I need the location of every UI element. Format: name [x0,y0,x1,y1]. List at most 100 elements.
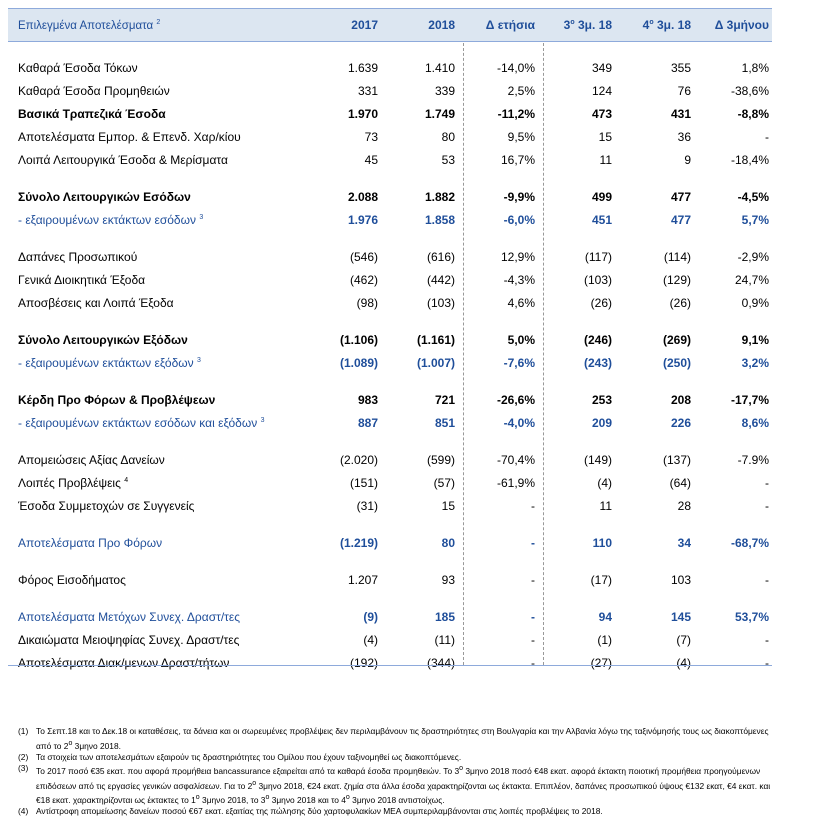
cell-value: - [765,129,769,144]
cell-value: - [765,632,769,647]
column-header: Δ 3μήνου [714,18,769,32]
row-label-cell: Αποτελέσματα Διακ/μενων Δραστ/τήτων [8,656,310,670]
cell-value: 16,7% [500,152,535,167]
footnote-superscript: ο [252,779,257,787]
footnote: (2) Τα στοιχεία των αποτελεσμάτων εξαιρού… [18,752,778,764]
cell-value: 5,0% [507,332,535,347]
cell-value: 15 [441,498,455,513]
cell-value: 339 [434,83,455,98]
cell-value: 94 [598,609,612,624]
cell-value: 53 [441,152,455,167]
cell-value: 349 [591,60,612,75]
cell-value: 473 [591,106,612,121]
cell-value: 431 [670,106,691,121]
table-row: Γενικά Διοικητικά Έξοδα (462) (442) -4,3% (1… [8,268,772,291]
table-section: Δαπάνες Προσωπικού (546) (616) 12,9% (117) (1… [8,245,772,314]
row-label-cell: - εξαιρουμένων εκτάκτων εσόδων και εξόδω… [8,416,310,430]
cell-value: -11,2% [497,106,535,121]
row-label: - εξαιρουμένων εκτάκτων εξόδων [18,355,194,370]
footnote-text-part: 3μηνο 2018, το 3 [199,794,266,805]
table-section: Απομειώσεις Αξίας Δανείων (2.020) (599) -70… [8,448,772,517]
row-label-cell: - εξαιρουμένων εκτάκτων εσόδων 3 [8,213,310,227]
cell-value: (151) [349,475,378,490]
row-label-cell: Κέρδη Προ Φόρων & Προβλέψεων [8,393,310,407]
cell-value: (616) [426,249,455,264]
row-label: Δικαιώματα Μειοψηφίας Συνεχ. Δραστ/τες [18,632,240,647]
cell-value: 103 [670,572,691,587]
cell-value: - [765,498,769,513]
cell-value: 11 [599,152,612,167]
row-label: Λοιπές Προβλέψεις [18,475,121,490]
cell-value: -2,9% [737,249,769,264]
cell-value: - [531,609,535,624]
cell-value: 355 [670,60,691,75]
cell-value: 53,7% [734,609,769,624]
table-row: Αποτελέσματα Εμπορ. & Επενδ. Χαρ/κίου 73 8… [8,125,772,148]
row-label-cell: Απομειώσεις Αξίας Δανείων [8,453,310,467]
cell-value: (27) [590,655,612,670]
footnote-number: (4) [18,806,29,817]
footnotes: (1) Το Σεπτ.18 και το Δεκ.18 οι καταθέσει… [18,726,778,818]
cell-value: 36 [677,129,691,144]
cell-value: (114) [663,249,691,264]
header-title: Επιλεγμένα Αποτελέσματα [18,19,154,32]
column-header-number: 3 [563,18,571,32]
table-row: Έσοδα Συμμετοχών σε Συγγενείς (31) 15 - 11 28… [8,494,772,517]
cell-value: (250) [662,355,691,370]
footnote-text-part: 3μηνο 2018 ποσό €48 εκατ. αφορά έκτακτη … [36,766,761,791]
row-note: 3 [260,416,265,424]
cell-value: 1.976 [347,212,378,227]
cell-value: -9,9% [503,189,535,204]
cell-value: (149) [583,452,612,467]
table-row: - εξαιρουμένων εκτάκτων εξόδων 3 (1.089) (… [8,351,772,374]
cell-value: 226 [670,415,691,430]
cell-value: (1.106) [339,332,378,347]
column-header: 3ο 3μ. 18 [535,18,612,32]
cell-value: (26) [669,295,691,310]
cell-value: -7,6% [503,355,535,370]
cell-value: - [531,498,535,513]
footnote-text-part: Το Σεπτ.18 και το Δεκ.18 οι καταθέσεις, … [36,726,769,751]
footnote-text-part: 3μηνο 2018. [72,740,121,751]
row-label-cell: Αποσβέσεις και Λοιπά Έξοδα [8,296,310,310]
header-title-cell: Επιλεγμένα Αποτελέσματα 2 [8,19,310,32]
cell-value: (4) [676,655,691,670]
row-note: 3 [199,213,204,221]
table-bottom-border [8,665,772,666]
row-label: - εξαιρουμένων εκτάκτων εσόδων [18,212,196,227]
table-row: Αποτελέσματα Προ Φόρων (1.219) 80 - 110 34 -68… [8,531,772,554]
cell-value: 145 [670,609,691,624]
cell-value: 124 [591,83,612,98]
cell-value: 9,5% [507,129,535,144]
footnote-text: Το Σεπτ.18 και το Δεκ.18 οι καταθέσεις, … [36,726,778,752]
cell-value: -17,7% [730,392,769,407]
row-label: Απομειώσεις Αξίας Δανείων [18,452,165,467]
cell-value: 15 [598,129,612,144]
row-label-cell: Καθαρά Έσοδα Προμηθειών [8,84,310,98]
row-label-cell: Αποτελέσματα Εμπορ. & Επενδ. Χαρ/κίου [8,130,310,144]
row-label: Σύνολο Λειτουργικών Εσόδων [18,189,191,204]
row-label-cell: Αποτελέσματα Προ Φόρων [8,536,310,550]
cell-value: 2.088 [347,189,378,204]
column-header-text: 3μ. 18 [653,18,691,32]
cell-value: (26) [590,295,612,310]
row-note: 4 [124,476,129,484]
cell-value: -7.9% [737,452,769,467]
cell-value: (546) [349,249,378,264]
cell-value: (17) [590,572,612,587]
cell-value: (1) [597,632,612,647]
footnote-superscript: ο [195,793,200,801]
cell-value: - [531,655,535,670]
cell-value: 34 [677,535,691,550]
cell-value: 24,7% [734,272,769,287]
cell-value: -6,0% [503,212,535,227]
cell-value: 185 [434,609,455,624]
row-label: Αποτελέσματα Εμπορ. & Επενδ. Χαρ/κίου [18,129,241,144]
footnote-number: (2) [18,751,29,762]
column-separator [543,8,544,665]
cell-value: (9) [363,609,378,624]
row-label-cell: Βασικά Τραπεζικά Έσοδα [8,107,310,121]
footnote-text-part: Το 2017 ποσό €35 εκατ. που αφορά προμήθε… [36,766,460,777]
cell-value: (1.219) [339,535,378,550]
cell-value: 2,5% [507,83,535,98]
